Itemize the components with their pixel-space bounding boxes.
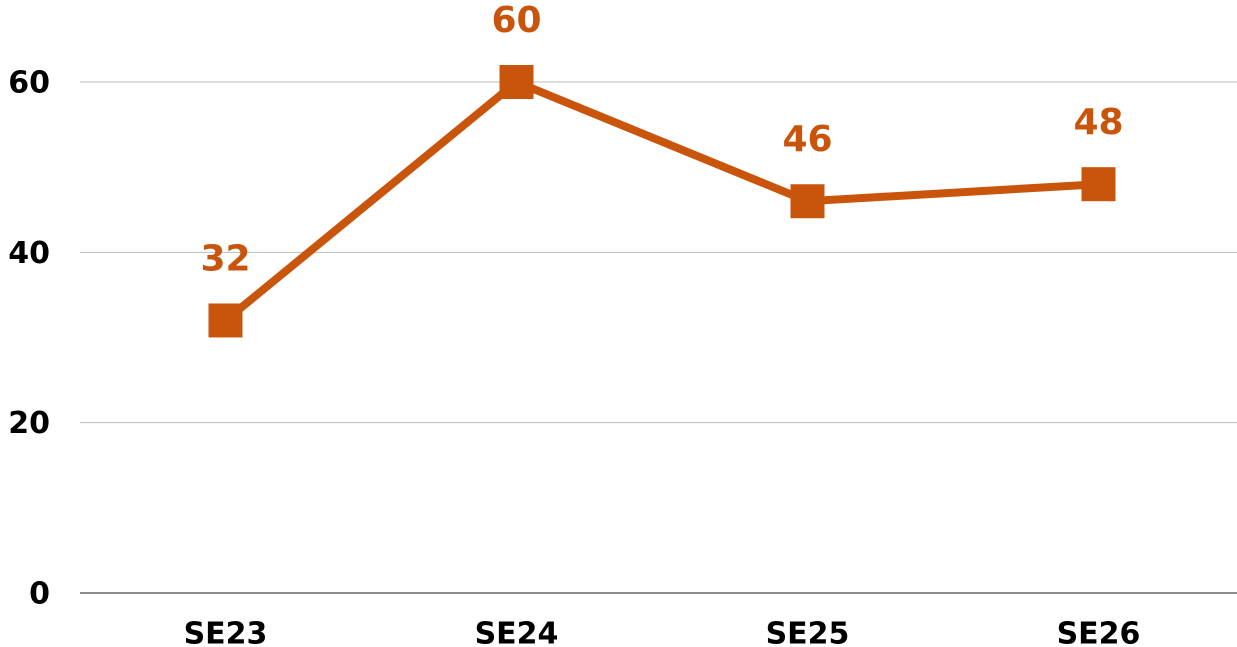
data-label: 48 [1073, 102, 1123, 143]
y-tick-label: 40 [8, 236, 50, 271]
y-tick-label: 0 [29, 577, 50, 612]
x-tick-label: SE24 [475, 617, 559, 647]
data-label: 46 [782, 119, 832, 160]
marker [1081, 167, 1116, 202]
y-tick-label: 20 [8, 406, 50, 441]
x-tick-label: SE26 [1057, 617, 1141, 647]
data-label: 32 [200, 238, 250, 279]
data-label: 60 [491, 0, 541, 41]
x-tick-label: SE23 [184, 617, 268, 647]
x-tick-label: SE25 [766, 617, 850, 647]
marker [499, 65, 534, 99]
marker [790, 184, 825, 219]
y-tick-label: 60 [8, 66, 50, 101]
marker [208, 303, 243, 338]
line [222, 77, 1099, 324]
